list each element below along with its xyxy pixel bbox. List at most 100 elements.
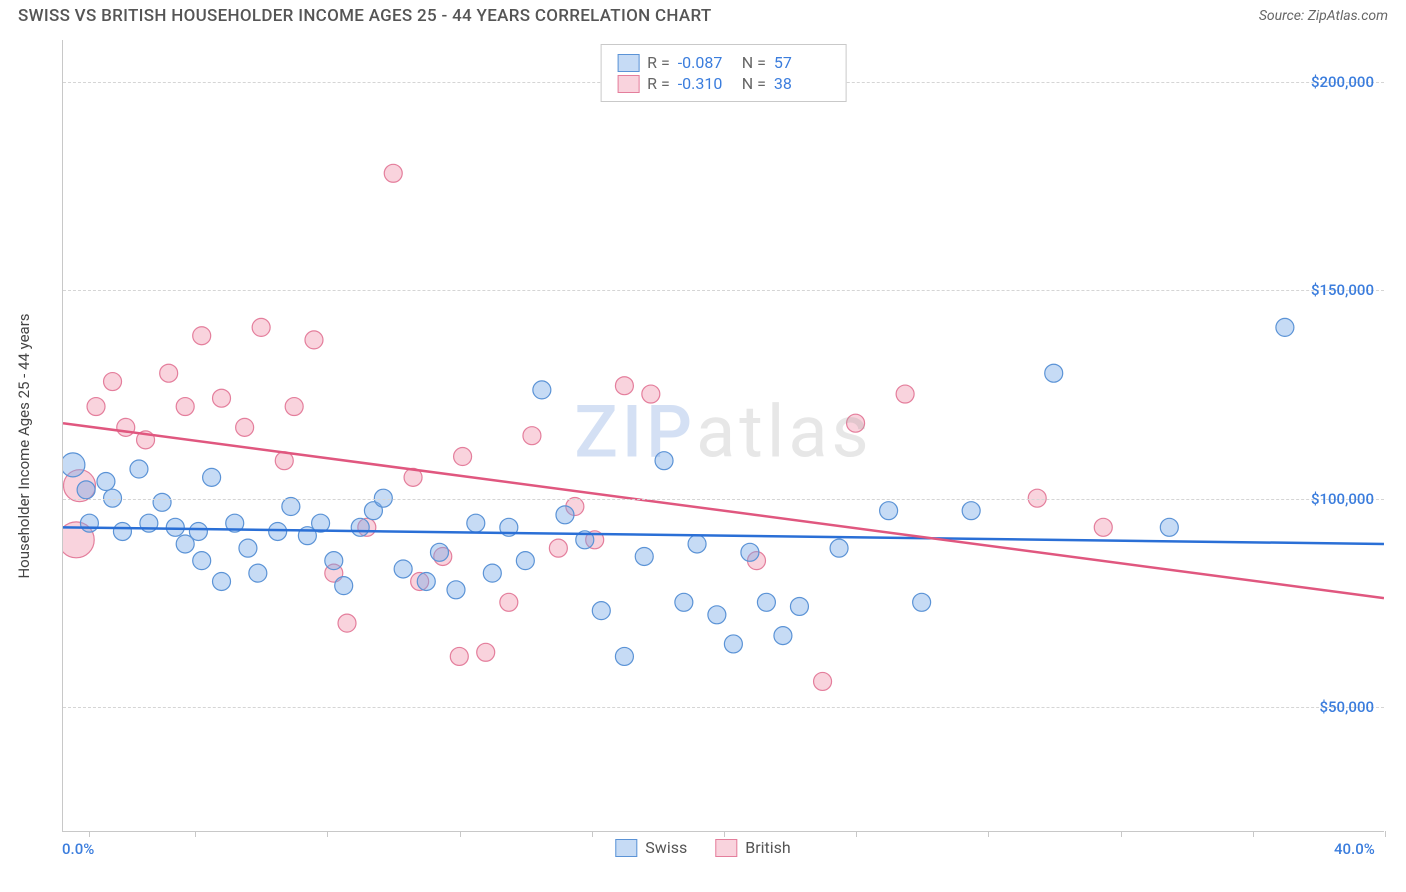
- data-point: [335, 577, 353, 595]
- data-point: [642, 385, 660, 403]
- data-point: [1160, 518, 1178, 536]
- correlation-legend: R = -0.087 N = 57 R = -0.310 N = 38: [600, 44, 847, 102]
- data-point: [239, 539, 257, 557]
- data-point: [615, 647, 633, 665]
- data-point: [1094, 518, 1112, 536]
- chart-area: ZIPatlas R = -0.087 N = 57 R = -0.310 N …: [62, 40, 1384, 832]
- r-label: R =: [647, 74, 670, 93]
- data-point: [962, 502, 980, 520]
- x-tick: [856, 831, 857, 837]
- legend-label-british: British: [745, 838, 790, 857]
- data-point: [417, 572, 435, 590]
- n-label: N =: [742, 53, 766, 72]
- data-point: [814, 672, 832, 690]
- data-point: [236, 418, 254, 436]
- data-point: [117, 418, 135, 436]
- trend-line: [63, 527, 1384, 544]
- data-point: [483, 564, 501, 582]
- data-point: [213, 572, 231, 590]
- data-point: [213, 389, 231, 407]
- data-point: [516, 552, 534, 570]
- data-point: [896, 385, 914, 403]
- data-point: [203, 468, 221, 486]
- data-point: [615, 377, 633, 395]
- legend-item-swiss: Swiss: [615, 838, 687, 857]
- data-point: [282, 498, 300, 516]
- chart-title: SWISS VS BRITISH HOUSEHOLDER INCOME AGES…: [18, 6, 712, 26]
- data-point: [384, 164, 402, 182]
- y-tick-label: $100,000: [1311, 490, 1374, 508]
- data-point: [269, 523, 287, 541]
- data-point: [830, 539, 848, 557]
- x-tick: [460, 831, 461, 837]
- x-tick: [1253, 831, 1254, 837]
- data-point: [655, 452, 673, 470]
- data-point: [477, 643, 495, 661]
- data-point: [249, 564, 267, 582]
- data-point: [166, 518, 184, 536]
- data-point: [523, 427, 541, 445]
- data-point: [450, 647, 468, 665]
- n-label: N =: [742, 74, 766, 93]
- data-point: [847, 414, 865, 432]
- data-point: [113, 523, 131, 541]
- source-label: Source: ZipAtlas.com: [1259, 8, 1388, 24]
- data-point: [325, 552, 343, 570]
- swiss-swatch-icon: [615, 839, 637, 857]
- data-point: [394, 560, 412, 578]
- data-point: [80, 514, 98, 532]
- x-tick: [1385, 831, 1386, 837]
- data-point: [87, 398, 105, 416]
- data-point: [338, 614, 356, 632]
- x-tick: [89, 831, 90, 837]
- data-point: [305, 331, 323, 349]
- y-tick-label: $150,000: [1311, 281, 1374, 299]
- x-tick: [592, 831, 593, 837]
- scatter-plot: [63, 40, 1384, 831]
- correlation-row-swiss: R = -0.087 N = 57: [617, 53, 830, 72]
- data-point: [189, 523, 207, 541]
- x-tick: [195, 831, 196, 837]
- x-tick: [988, 831, 989, 837]
- legend-label-swiss: Swiss: [645, 838, 687, 857]
- data-point: [351, 518, 369, 536]
- data-point: [592, 602, 610, 620]
- x-tick: [327, 831, 328, 837]
- data-point: [176, 398, 194, 416]
- gridline: [63, 499, 1384, 500]
- y-tick-label: $200,000: [1311, 73, 1374, 91]
- data-point: [77, 481, 95, 499]
- data-point: [252, 318, 270, 336]
- data-point: [741, 543, 759, 561]
- x-axis-max-label: 40.0%: [1334, 840, 1375, 858]
- x-tick: [1121, 831, 1122, 837]
- data-point: [774, 627, 792, 645]
- data-point: [757, 593, 775, 611]
- data-point: [97, 473, 115, 491]
- data-point: [285, 398, 303, 416]
- data-point: [454, 448, 472, 466]
- data-point: [1045, 364, 1063, 382]
- y-axis-label: Householder Income Ages 25 - 44 years: [15, 313, 33, 578]
- data-point: [790, 597, 808, 615]
- data-point: [193, 552, 211, 570]
- data-point: [688, 535, 706, 553]
- data-point: [556, 506, 574, 524]
- correlation-row-british: R = -0.310 N = 38: [617, 74, 830, 93]
- data-point: [153, 493, 171, 511]
- british-swatch-icon: [617, 75, 639, 93]
- gridline: [63, 707, 1384, 708]
- data-point: [63, 453, 85, 477]
- data-point: [708, 606, 726, 624]
- data-point: [549, 539, 567, 557]
- data-point: [675, 593, 693, 611]
- legend-item-british: British: [715, 838, 790, 857]
- data-point: [880, 502, 898, 520]
- data-point: [724, 635, 742, 653]
- data-point: [467, 514, 485, 532]
- series-legend: Swiss British: [615, 838, 790, 857]
- gridline: [63, 290, 1384, 291]
- british-swatch-icon: [715, 839, 737, 857]
- n-value-swiss: 57: [774, 53, 830, 72]
- data-point: [160, 364, 178, 382]
